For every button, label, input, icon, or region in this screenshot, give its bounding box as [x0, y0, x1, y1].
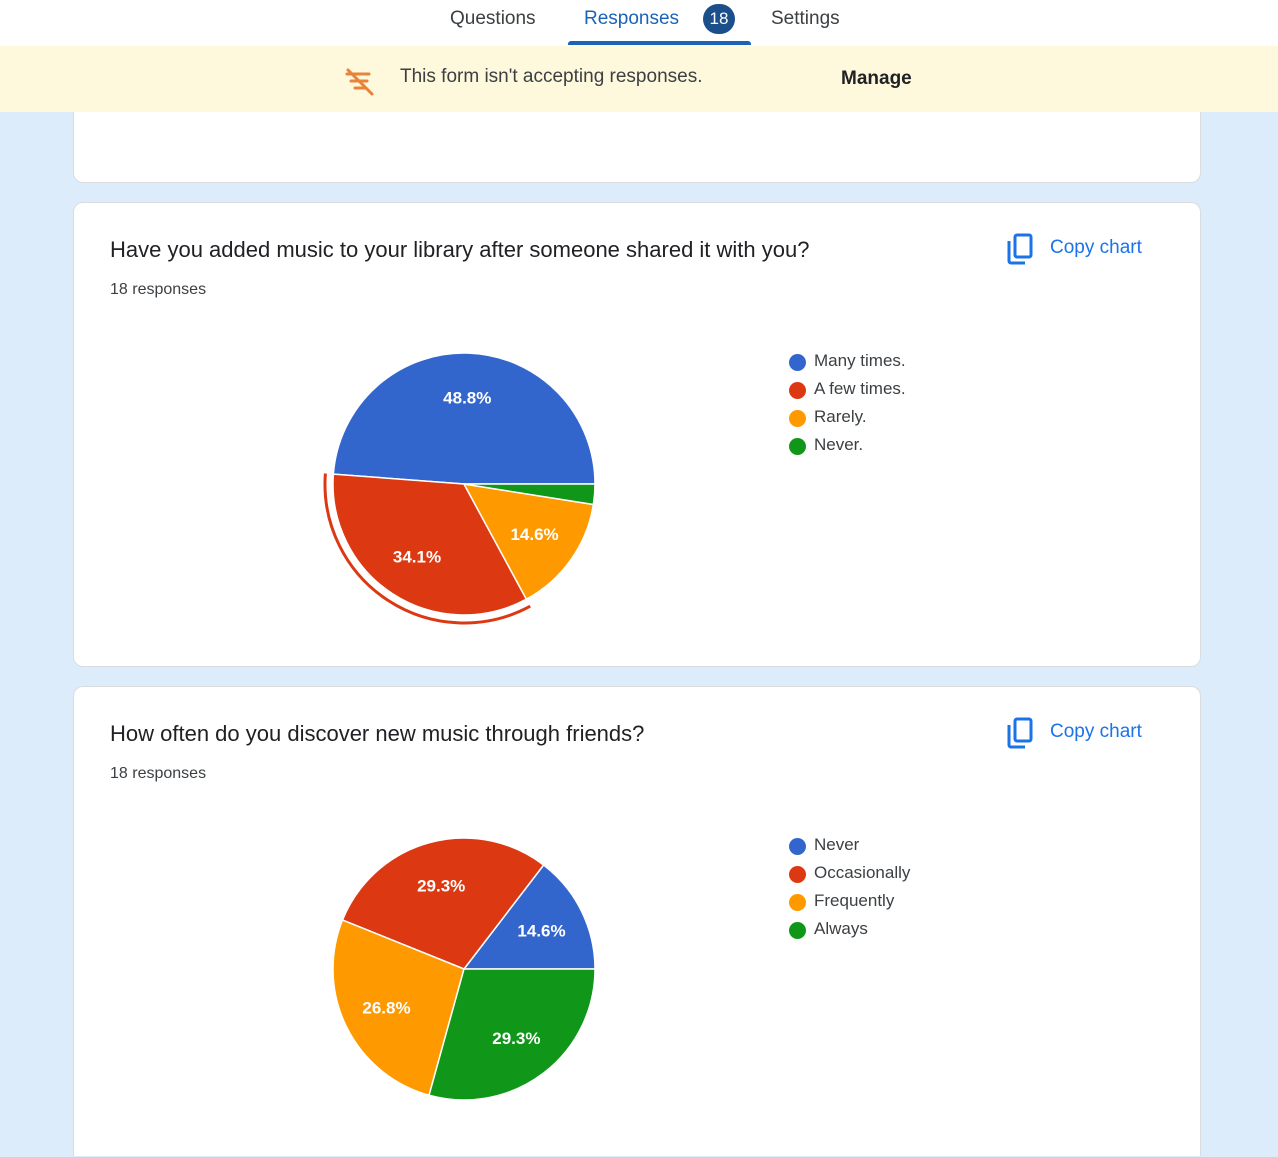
legend-color-dot [789, 438, 806, 455]
pie-slice-label: 14.6% [517, 922, 565, 941]
not-accepting-banner [0, 46, 1278, 112]
copy-chart-label: Copy chart [1050, 721, 1142, 742]
legend-color-dot [789, 894, 806, 911]
legend-color-dot [789, 410, 806, 427]
tab-settings[interactable]: Settings [771, 8, 840, 29]
pie-chart: 14.6% 29.3% 26.8% 29.3% [332, 837, 596, 1101]
pie-slice-label: 14.6% [510, 525, 558, 544]
legend-label: Never [814, 835, 860, 854]
pie-slice[interactable] [341, 837, 545, 970]
question-title: How often do you discover new music thro… [110, 721, 645, 746]
legend-color-dot [789, 354, 806, 371]
pie-slice-label: 26.8% [362, 998, 410, 1017]
question-card: How often do you discover new music thro… [73, 686, 1201, 1156]
responses-count-badge: 18 [703, 4, 735, 34]
tab-responses[interactable]: Responses [584, 8, 680, 29]
pie-slice[interactable] [462, 863, 596, 970]
copy-chart-button[interactable]: Copy chart [1006, 231, 1166, 267]
pie-slice[interactable] [332, 919, 465, 1097]
legend-label: Many times. [814, 351, 906, 370]
legend-label: Never. [814, 435, 864, 454]
copy-icon [1007, 717, 1033, 749]
legend-label: Occasionally [814, 863, 911, 882]
pie-chart: 48.8% 34.1% 14.6% [323, 352, 596, 625]
banner-message: This form isn't accepting responses. [400, 66, 703, 87]
question-card: Have you added music to your library aft… [73, 202, 1201, 667]
legend-label: A few times. [814, 379, 906, 398]
pie-slice-label: 29.3% [417, 877, 465, 896]
question-title: Have you added music to your library aft… [110, 237, 810, 262]
pie-slice[interactable] [462, 483, 595, 601]
legend-label: Rarely. [814, 407, 867, 426]
copy-icon [1007, 233, 1033, 265]
pie-slice[interactable] [463, 483, 596, 506]
top-navigation-bar: Questions Responses 18 Settings [0, 0, 1278, 47]
copy-chart-button[interactable]: Copy chart [1006, 715, 1166, 751]
legend-label: Frequently [814, 891, 895, 910]
pie-slice-label: 29.3% [492, 1029, 540, 1048]
response-count: 18 responses [110, 765, 207, 782]
legend-label: Always [814, 919, 868, 938]
legend-color-dot [789, 838, 806, 855]
manage-button[interactable]: Manage [841, 68, 912, 89]
pie-slice-label: 48.8% [443, 389, 491, 408]
active-tab-indicator [568, 41, 751, 45]
pie-slice[interactable] [428, 968, 596, 1101]
legend-color-dot [789, 382, 806, 399]
pie-slice[interactable] [332, 473, 528, 616]
pie-slice-highlight [323, 473, 531, 625]
responses-off-icon [345, 68, 374, 96]
copy-chart-label: Copy chart [1050, 237, 1142, 258]
legend-color-dot [789, 922, 806, 939]
response-count: 18 responses [110, 281, 207, 298]
pie-slice-label: 34.1% [393, 548, 441, 567]
tab-questions[interactable]: Questions [450, 8, 536, 29]
legend-color-dot [789, 866, 806, 883]
pie-slice[interactable] [332, 352, 596, 485]
